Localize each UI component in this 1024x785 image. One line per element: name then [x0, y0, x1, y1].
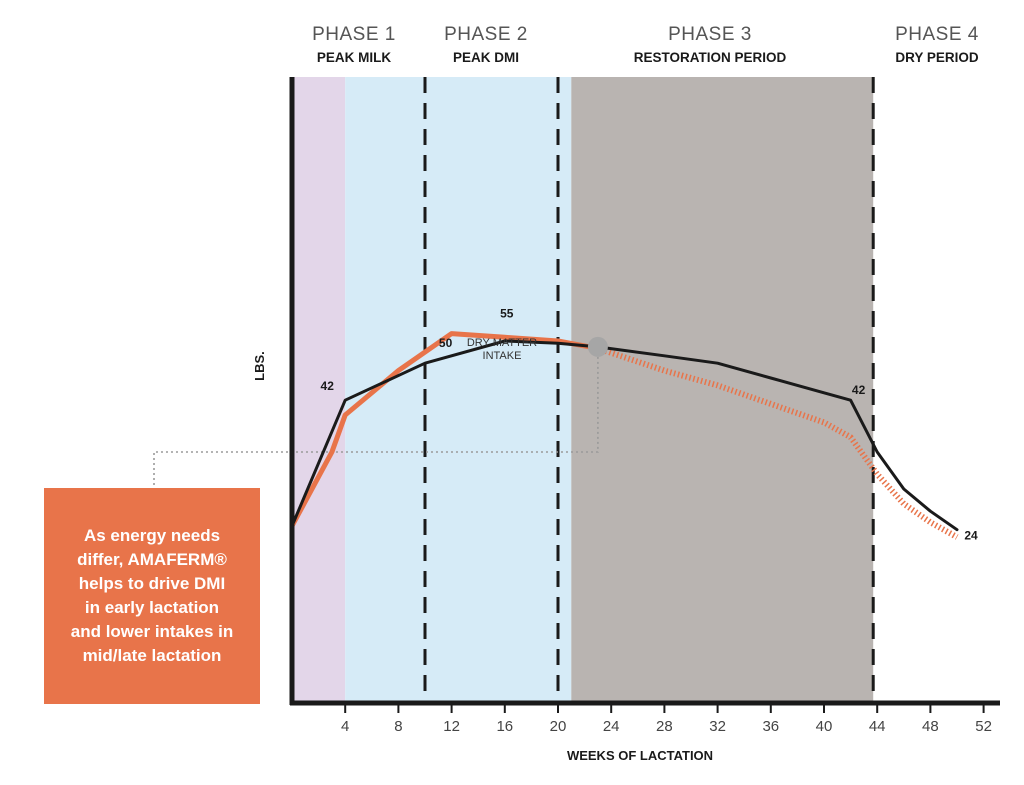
phase-2-name: PEAK DMI	[453, 50, 519, 65]
x-tick-label: 52	[975, 718, 992, 735]
phase-dividers	[423, 77, 875, 703]
curve-label-line: DRY MATTER	[467, 337, 537, 349]
x-tick-label: 20	[550, 718, 567, 735]
phase-headers: PHASE 1 PEAK MILK PHASE 2 PEAK DMI PHASE…	[312, 24, 979, 65]
x-tick-label: 28	[656, 718, 673, 735]
x-axis-title: WEEKS OF LACTATION	[567, 748, 713, 763]
crossover-marker	[587, 336, 608, 357]
data-label: 42	[321, 379, 335, 393]
x-tick-label: 8	[394, 718, 402, 735]
x-ticks: 4 8 12 16 20 24 28 32 36 40 44 48 52	[341, 703, 992, 735]
reference-guides	[153, 346, 599, 488]
dry-matter-intake-label: DRY MATTER INTAKE	[467, 337, 537, 362]
phase-1-name: PEAK MILK	[317, 50, 392, 65]
dmi-line	[290, 339, 959, 532]
phase-band-1	[292, 77, 346, 703]
data-label: 55	[500, 307, 514, 321]
curve-label-line: INTAKE	[483, 350, 522, 362]
phase-1-number: PHASE 1	[312, 24, 396, 45]
phase-3-name: RESTORATION PERIOD	[634, 50, 787, 65]
phase-bands	[292, 77, 874, 703]
amaferm-hatched-line	[596, 345, 959, 540]
data-label: 50	[439, 336, 453, 350]
callout-text: As energy needs differ, AMAFERM® helps t…	[70, 526, 234, 665]
series-lines	[289, 331, 959, 540]
phase-3-number: PHASE 3	[668, 24, 752, 45]
x-tick-label: 4	[341, 718, 349, 735]
reference-guide-line	[153, 346, 599, 488]
phase-band-2	[345, 77, 572, 703]
x-tick-label: 16	[496, 718, 513, 735]
data-label: 42	[852, 383, 866, 397]
x-tick-label: 32	[709, 718, 726, 735]
phase-2-number: PHASE 2	[444, 24, 528, 45]
axes	[289, 77, 1000, 706]
phase-4-name: DRY PERIOD	[895, 50, 979, 65]
phase-4-number: PHASE 4	[895, 24, 979, 45]
markers	[587, 336, 608, 357]
amaferm-callout: As energy needs differ, AMAFERM® helps t…	[44, 488, 260, 704]
y-axis-title: LBS.	[252, 351, 267, 381]
x-tick-label: 36	[762, 718, 779, 735]
phase-band-3	[571, 77, 874, 703]
x-tick-label: 24	[603, 718, 620, 735]
data-labels: 42 50 55 42 24	[321, 307, 978, 543]
x-tick-label: 44	[869, 718, 886, 735]
x-tick-label: 12	[443, 718, 460, 735]
x-tick-label: 48	[922, 718, 939, 735]
x-tick-label: 40	[816, 718, 833, 735]
data-label: 24	[964, 528, 978, 542]
amaferm-line	[289, 331, 601, 529]
